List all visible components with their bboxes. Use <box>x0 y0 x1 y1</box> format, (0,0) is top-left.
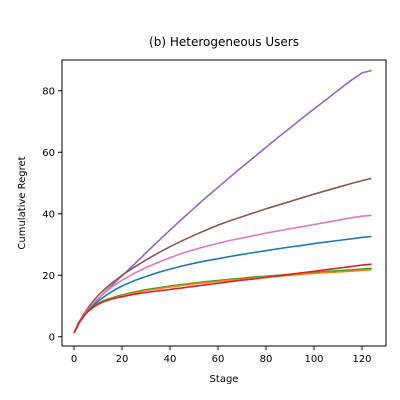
y-tick-label: 60 <box>42 148 55 159</box>
series-line-3 <box>73 214 372 334</box>
x-axis: 0 20 40 60 80 100 120 <box>71 346 372 365</box>
y-axis-label: Cumulative Regret <box>17 156 28 249</box>
series-line-2 <box>73 177 372 334</box>
y-axis: 0 20 40 60 80 <box>42 86 62 343</box>
y-tick-label: 0 <box>49 332 55 343</box>
x-tick-label: 60 <box>212 354 225 365</box>
x-tick-label: 20 <box>116 354 129 365</box>
plot-frame <box>61 59 387 347</box>
series-line-7 <box>73 263 372 334</box>
series-line-4 <box>73 235 372 334</box>
x-tick-label: 0 <box>71 354 77 365</box>
y-tick-label: 20 <box>42 271 55 282</box>
x-axis-label: Stage <box>210 374 239 385</box>
series-layer <box>73 69 372 334</box>
y-tick-label: 40 <box>42 209 55 220</box>
chart-title: (b) Heterogeneous Users <box>149 35 299 49</box>
x-tick-label: 120 <box>352 354 371 365</box>
y-tick-label: 80 <box>42 86 55 97</box>
x-tick-label: 40 <box>164 354 177 365</box>
x-tick-label: 80 <box>260 354 273 365</box>
x-tick-label: 100 <box>304 354 323 365</box>
